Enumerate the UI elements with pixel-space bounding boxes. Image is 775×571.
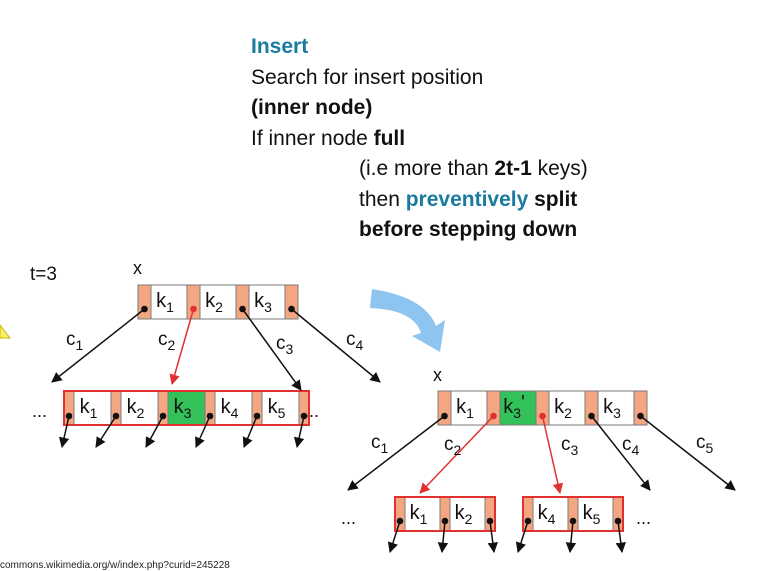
after-root-key-cell-4 — [597, 390, 635, 426]
after-root-pointer-arrow-2 — [419, 415, 495, 494]
after-left-child-pointer-arrow-2 — [437, 520, 449, 554]
before-child-pointer-cell-4 — [204, 390, 216, 426]
full-prefix: If inner node — [251, 126, 374, 150]
after-pointer-label-c3: c3 — [561, 434, 579, 458]
before-root-pointer-cell-4 — [284, 284, 299, 320]
before-child-pointer-arrow-1 — [58, 415, 70, 449]
before-child-key-cell-2 — [120, 390, 159, 426]
after-root-key-label-3: k2 — [554, 396, 572, 421]
before-child-key-label-3: k3 — [174, 396, 192, 421]
before-root-key-label-2: k2 — [205, 290, 223, 315]
before-pointer-label-c1: c1 — [66, 329, 84, 353]
after-right-child-full-outline — [522, 496, 624, 532]
after-root-key-label-1: k1 — [456, 396, 474, 421]
after-root-key-cell-1 — [450, 390, 488, 426]
before-child-key-label-4: k4 — [221, 396, 239, 421]
after-right-child-key-label-1: k4 — [538, 502, 556, 527]
keys-prefix: (i.e more than — [359, 157, 495, 180]
yellow-pointer-shape — [0, 324, 12, 339]
split-word: split — [528, 187, 578, 211]
before-child-key-label-1: k1 — [80, 396, 98, 421]
after-node-label-x: x — [433, 365, 442, 385]
before-root-pointer-cell-1 — [137, 284, 152, 320]
after-root-pointer-arrow-4 — [590, 415, 651, 491]
after-root-key-cell-2 — [499, 390, 537, 426]
before-child-key-label-5: k5 — [268, 396, 286, 421]
before-root-pointer-arrow-3 — [241, 308, 302, 391]
before-pointer-label-c4: c4 — [346, 329, 364, 353]
after-left-child-pointer-cell-1 — [394, 496, 406, 532]
description-line-inner-node: (inner node) — [251, 96, 373, 119]
after-root-key-label-2: k3' — [503, 392, 525, 421]
description-line-split: then preventively split — [251, 185, 588, 216]
before-child-pointer-cell-3 — [157, 390, 169, 426]
before-root-key-cell-2 — [199, 284, 237, 320]
after-root-pointer-cell-4 — [584, 390, 599, 426]
before-ellipsis-left: ... — [32, 401, 47, 421]
preventively-word: preventively — [405, 187, 529, 211]
description-text: Insert Search for insert position (inner… — [251, 32, 588, 246]
after-left-child-pointer-arrow-1 — [387, 520, 401, 553]
keys-count: 2t-1 — [494, 157, 532, 180]
before-child-pointer-cell-1 — [63, 390, 75, 426]
full-word: full — [373, 126, 406, 150]
after-root-key-cell-3 — [548, 390, 586, 426]
after-left-child-key-cell-2 — [449, 496, 486, 532]
before-node-label-x: x — [133, 258, 142, 278]
transition-arrow — [370, 289, 445, 352]
before-root-pointer-arrow-2 — [169, 308, 195, 386]
after-root-pointer-cell-3 — [535, 390, 550, 426]
before-child-pointer-arrow-3 — [145, 415, 164, 448]
before-pointer-label-c2: c2 — [158, 329, 176, 353]
before-root-key-label-3: k3 — [254, 290, 272, 315]
before-root-pointer-arrow-4 — [291, 308, 381, 383]
insert-title: Insert — [251, 35, 309, 58]
after-right-child-pointer-cell-1 — [522, 496, 534, 532]
description-line-keys: (i.e more than 2t-1 keys) — [251, 154, 588, 185]
after-pointer-label-c1: c1 — [371, 432, 389, 456]
t-parameter-label: t=3 — [30, 264, 57, 285]
after-right-child-pointer-arrow-3 — [615, 520, 626, 554]
before-root-key-cell-1 — [150, 284, 188, 320]
after-ellipsis-left: ... — [341, 508, 356, 528]
after-root-pointer-arrow-5 — [640, 415, 736, 491]
before-child-full-outline — [63, 390, 310, 426]
before-root-key-label-1: k1 — [156, 290, 174, 315]
after-left-child-key-label-1: k1 — [410, 502, 428, 527]
before-child-pointer-arrow-5 — [242, 415, 258, 448]
after-right-child-pointer-arrow-1 — [515, 520, 529, 553]
split-prefix: then — [359, 187, 406, 211]
keys-suffix: keys) — [531, 157, 588, 180]
after-root-pointer-arrow-1 — [347, 415, 445, 491]
after-root-key-label-4: k3 — [603, 396, 621, 421]
after-right-child-key-label-2: k5 — [583, 502, 601, 527]
before-pointer-label-c3: c3 — [276, 333, 294, 357]
description-line-full: If inner node full — [251, 124, 588, 155]
before-ellipsis-right: ... — [304, 401, 319, 421]
before-child-key-label-2: k2 — [127, 396, 145, 421]
description-line-search: Search for insert position — [251, 65, 484, 89]
before-child-pointer-arrow-2 — [95, 415, 117, 448]
description-line-stepping: before stepping down — [359, 218, 578, 241]
after-pointer-label-c4: c4 — [622, 434, 640, 458]
after-ellipsis-right: ... — [636, 508, 651, 528]
before-child-key-cell-5 — [261, 390, 300, 426]
before-root-pointer-arrow-1 — [51, 308, 145, 383]
image-source-note: commons.wikimedia.org/w/index.php?curid=… — [0, 560, 230, 571]
before-child-pointer-cell-2 — [110, 390, 122, 426]
after-left-child-pointer-arrow-3 — [487, 520, 498, 554]
after-left-child-full-outline — [394, 496, 496, 532]
before-child-pointer-arrow-6 — [293, 415, 305, 449]
after-pointer-label-c2: c2 — [444, 434, 462, 458]
after-root-pointer-arrow-3 — [541, 415, 564, 495]
before-child-pointer-arrow-4 — [195, 415, 211, 448]
after-pointer-label-c5: c5 — [696, 432, 714, 456]
before-child-pointer-cell-5 — [251, 390, 263, 426]
after-right-child-pointer-arrow-2 — [565, 520, 577, 554]
before-child-key-cell-3 — [167, 390, 206, 426]
after-left-child-key-label-2: k2 — [455, 502, 473, 527]
before-root-pointer-cell-2 — [186, 284, 201, 320]
before-root-pointer-cell-3 — [235, 284, 250, 320]
